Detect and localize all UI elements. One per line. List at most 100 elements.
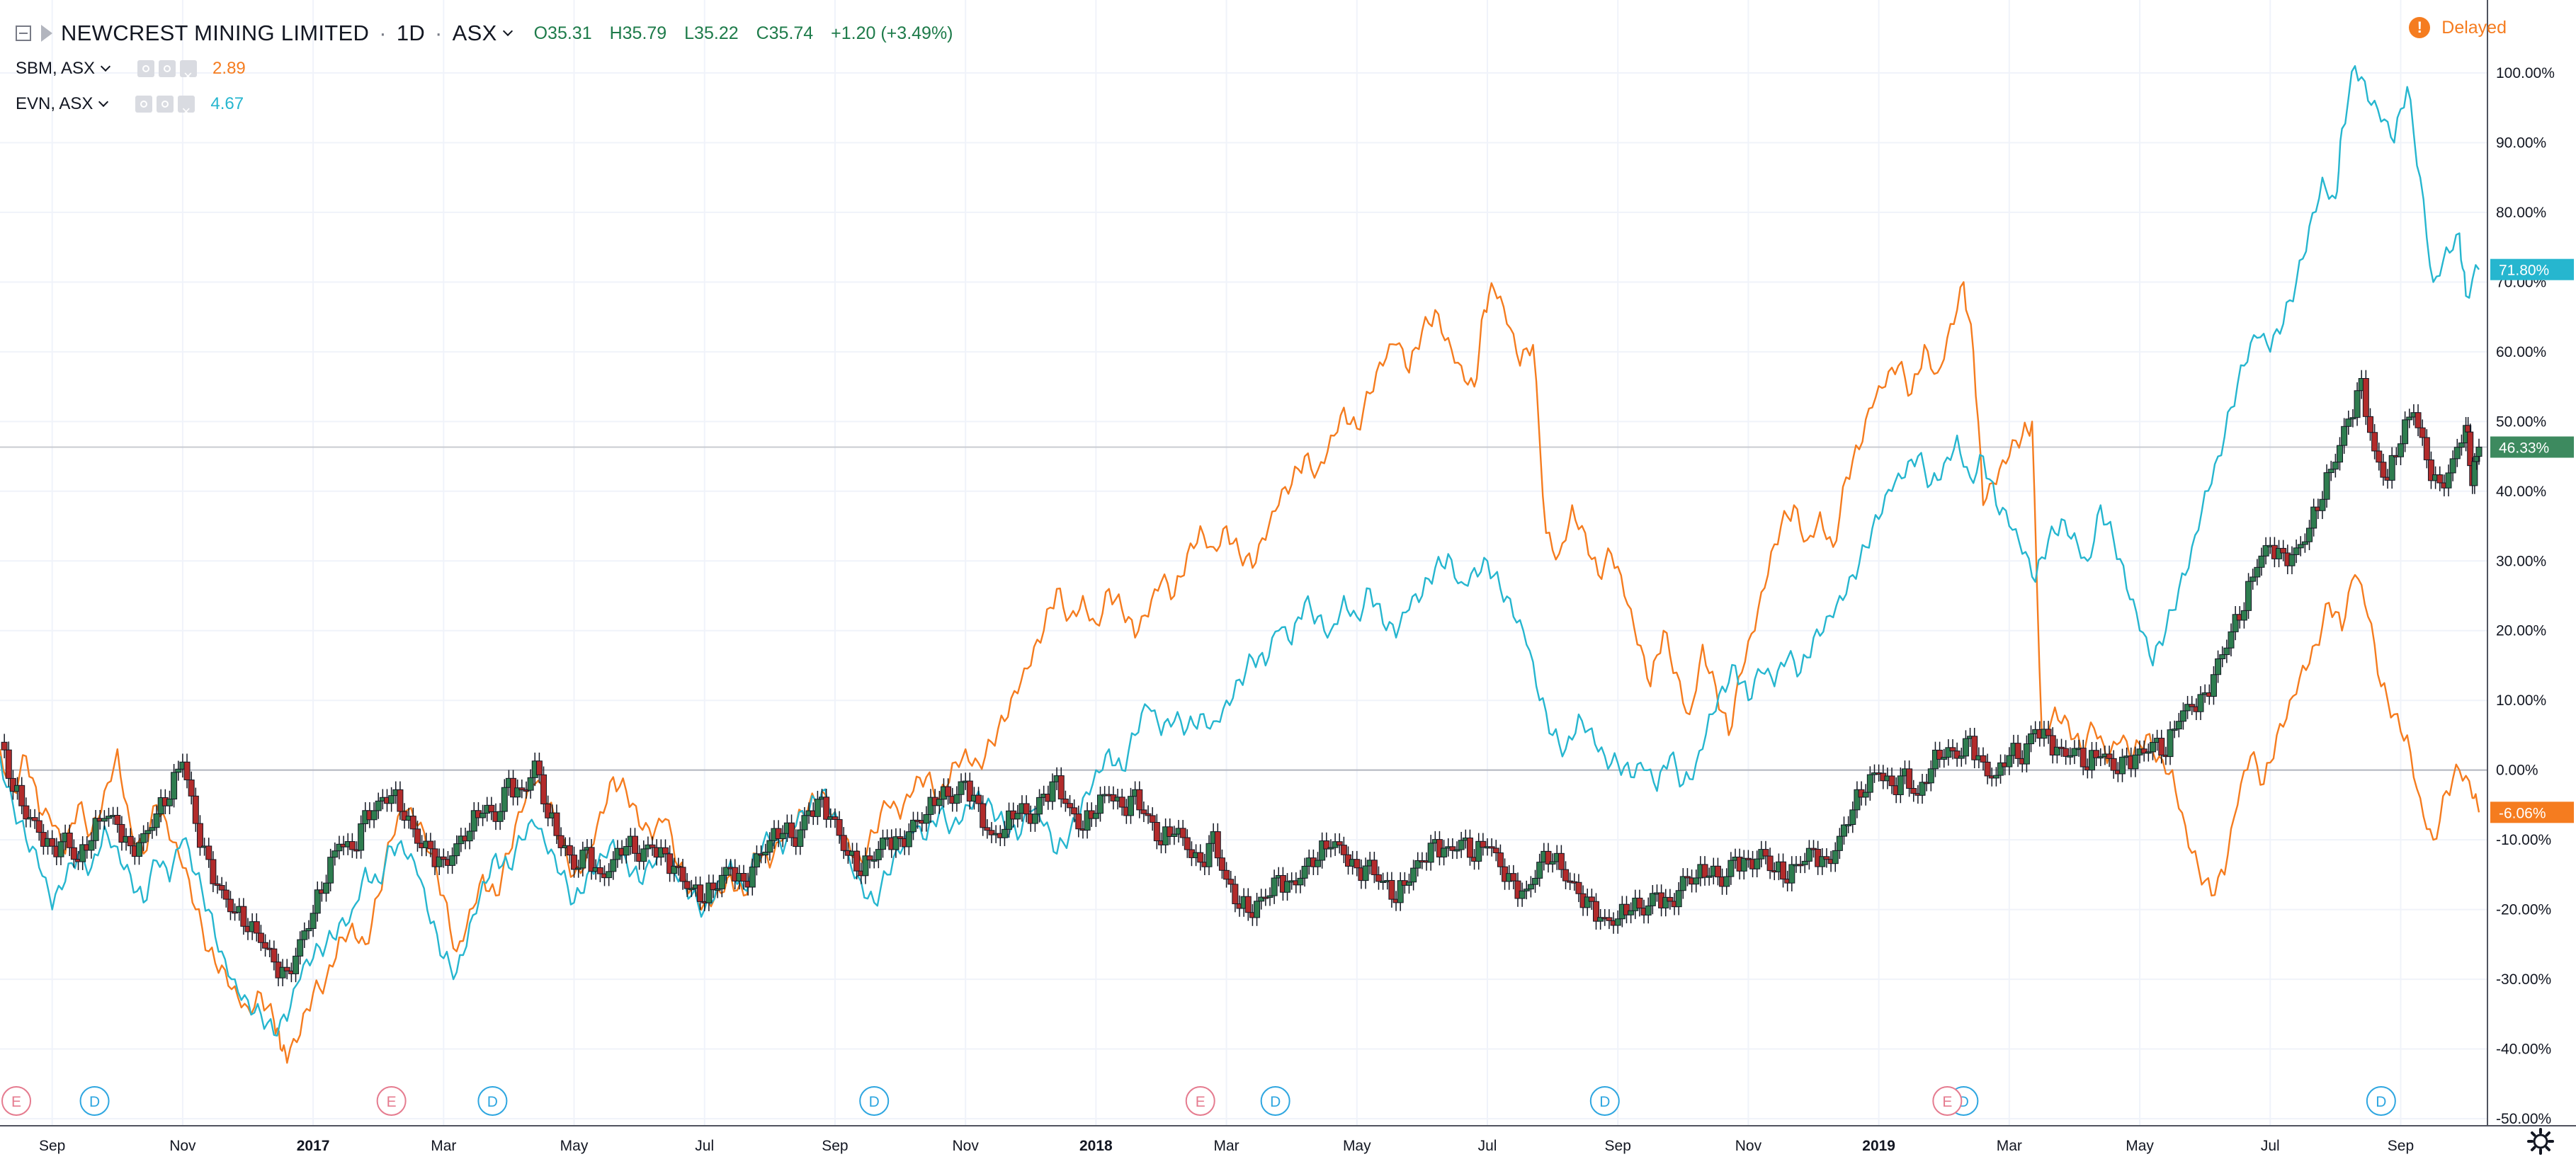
candle-body [1532, 877, 1539, 885]
candle-body [2067, 755, 2074, 758]
chevron-down-icon[interactable] [98, 96, 109, 108]
candle-body [297, 939, 304, 957]
series-line [0, 65, 2480, 1037]
candle-body [2423, 437, 2430, 461]
candle-body [240, 906, 247, 927]
chevron-down-icon[interactable] [502, 25, 513, 37]
candle-body [1823, 856, 1830, 860]
candle-body [1949, 747, 1956, 752]
candle-body [688, 888, 695, 891]
y-tick-label: -20.00% [2496, 902, 2551, 918]
candle-body [2210, 674, 2217, 697]
settings-icon[interactable] [157, 96, 174, 113]
y-tick-label: 40.00% [2496, 484, 2546, 500]
candle-body [779, 833, 786, 840]
candle-body [149, 827, 156, 831]
candle-body [1062, 799, 1069, 804]
exchange-label: ASX [452, 21, 497, 45]
event-marker-label: D [89, 1094, 100, 1110]
candle-body [2301, 541, 2308, 545]
last-value-label: 46.33% [2499, 440, 2549, 456]
x-tick-label: Jul [695, 1138, 714, 1154]
series-layer [0, 65, 2483, 1064]
low-value: L35.22 [684, 23, 739, 43]
candle-body [1510, 873, 1517, 881]
candle-body [375, 800, 382, 811]
compare-symbol[interactable]: SBM, ASX [16, 59, 96, 78]
eye-icon[interactable] [137, 60, 155, 77]
candle-body [2110, 758, 2117, 771]
candle-body [662, 847, 669, 855]
candle-body [144, 830, 152, 834]
candle-body [870, 859, 878, 862]
candle-body [814, 799, 821, 817]
settings-icon[interactable] [159, 60, 176, 77]
candle-body [1057, 775, 1065, 800]
candle-body [649, 844, 656, 848]
y-tick-label: 60.00% [2496, 344, 2546, 360]
candle-body [2023, 743, 2030, 765]
y-tick-label: 0.00% [2496, 763, 2538, 779]
candle-body [2045, 729, 2052, 736]
interval-label[interactable]: 1D [396, 21, 426, 45]
candle-body [214, 883, 221, 886]
candle-body [1001, 828, 1008, 838]
eye-icon[interactable] [135, 96, 153, 113]
candle-body [1266, 895, 1273, 898]
candle-body [1497, 852, 1504, 867]
candle-body [2458, 443, 2465, 448]
event-marker-label: E [1196, 1094, 1205, 1110]
candle-body [953, 794, 960, 804]
y-tick-label: 20.00% [2496, 623, 2546, 639]
y-tick-label: -40.00% [2496, 1042, 2551, 1058]
legend-main: NEWCREST MINING LIMITED · 1D · ASX O35.3… [16, 16, 966, 51]
candle-body [1788, 864, 1795, 884]
collapse-icon[interactable] [16, 25, 31, 41]
event-marker [1185, 1086, 1215, 1116]
candle-body [9, 777, 16, 792]
candle-body [127, 835, 134, 847]
candle-body [140, 833, 147, 843]
candle-body [1492, 848, 1499, 854]
close-icon[interactable] [180, 59, 198, 94]
candle-body [2140, 748, 2147, 754]
candle-body [57, 841, 64, 857]
chevron-down-icon[interactable] [100, 61, 111, 72]
x-tick-label: 2019 [1862, 1138, 1895, 1154]
candle-body [70, 847, 77, 860]
candle-body [188, 780, 195, 797]
delayed-status[interactable]: ! Delayed [2409, 17, 2507, 38]
candle-body [23, 805, 30, 820]
candle-body [1636, 897, 1643, 909]
candle-body [2349, 417, 2356, 420]
candle-body [2197, 694, 2204, 712]
compare-symbol[interactable]: EVN, ASX [16, 94, 93, 113]
candle-body [1, 741, 8, 751]
candle-body [1414, 860, 1422, 869]
candle-body [153, 813, 160, 828]
candle-body [1832, 850, 1839, 865]
candle-body [875, 849, 882, 860]
symbol-title[interactable]: NEWCREST MINING LIMITED [61, 21, 370, 45]
candle-body [1614, 918, 1621, 926]
candle-body [897, 836, 904, 840]
close-icon[interactable] [178, 94, 195, 130]
candle-body [253, 921, 260, 934]
candle-body [840, 835, 847, 851]
candle-body [892, 836, 900, 850]
candle-body [18, 784, 25, 806]
y-tick-label: 80.00% [2496, 205, 2546, 221]
flag-icon[interactable] [41, 25, 52, 42]
candle-body [66, 833, 73, 848]
candle-body [958, 781, 965, 795]
candle-body [1597, 917, 1604, 922]
candle-body [2254, 566, 2261, 578]
gear-icon[interactable] [2526, 1127, 2555, 1156]
candle-body [2306, 527, 2313, 542]
candle-body [2362, 378, 2369, 417]
candle-body [409, 816, 416, 830]
candle-body [271, 948, 278, 963]
candle-body [535, 760, 543, 775]
candle-body [2240, 610, 2247, 621]
